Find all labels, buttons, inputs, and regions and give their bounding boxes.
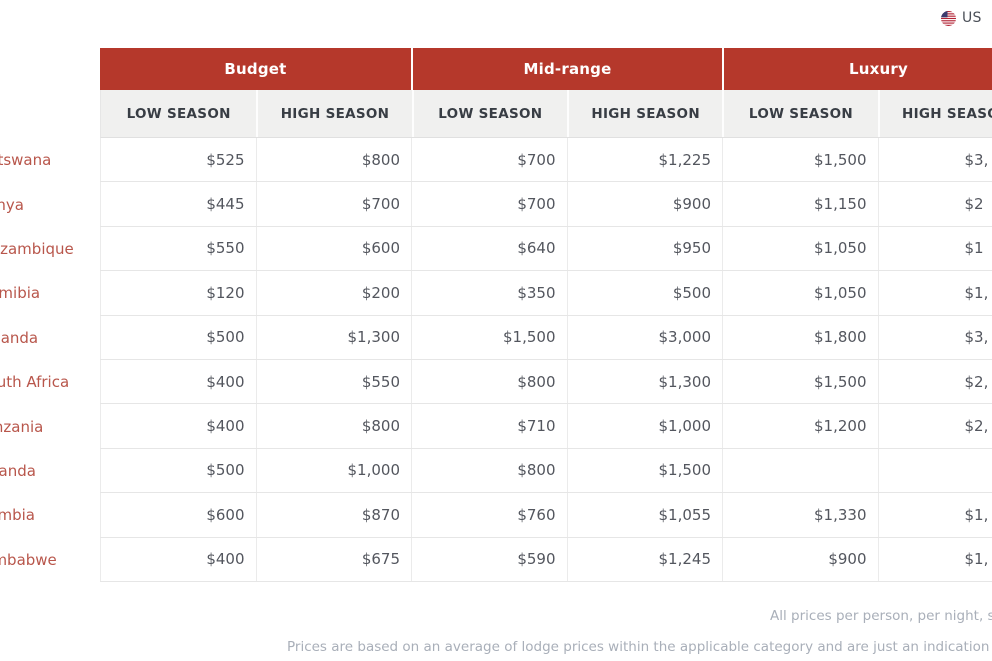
us-flag-icon (941, 10, 956, 26)
price-cell-empty (877, 448, 992, 493)
category-header-mid-range: Mid-range (411, 48, 722, 90)
price-cell: $900 (722, 537, 878, 581)
season-header-mid-high: HIGH SEASON (566, 90, 722, 137)
price-cell: $710 (411, 404, 567, 448)
season-header-lux-high: HIGH SEASON (877, 90, 992, 137)
season-header-row: LOW SEASON HIGH SEASON LOW SEASON HIGH S… (100, 90, 992, 138)
price-cell-clipped: $1, (877, 271, 992, 315)
country-link-tanzania[interactable]: Tanzania (0, 417, 44, 436)
season-header-budget-high: HIGH SEASON (256, 90, 411, 137)
country-link-kenya[interactable]: Kenya (0, 195, 24, 214)
price-cell: $400 (100, 404, 256, 448)
season-header-budget-low: LOW SEASON (126, 105, 231, 122)
footnote-price-disclaimer: Prices are based on an average of lodge … (287, 639, 992, 655)
price-cell: $1,300 (255, 315, 412, 359)
price-cell: $600 (100, 493, 256, 537)
country-link-uganda[interactable]: Uganda (0, 461, 36, 480)
price-cell: $1,050 (722, 226, 878, 271)
price-cell: $1,330 (722, 493, 878, 537)
price-cell-clipped: $2, (877, 404, 992, 448)
table-row-tanzania: $400 $800 $710 $1,000 $1,200 $2, (100, 404, 992, 449)
price-cell-clipped: $1, (877, 493, 992, 537)
country-link-south-africa[interactable]: South Africa (0, 373, 70, 392)
price-cell: $1,500 (722, 359, 878, 404)
category-header-luxury: Luxury (722, 48, 992, 90)
price-cell: $3,000 (566, 315, 723, 359)
price-cell: $800 (411, 448, 567, 493)
table-row-namibia: $120 $200 $350 $500 $1,050 $1, (100, 271, 992, 316)
price-cell: $870 (255, 493, 412, 537)
country-link-namibia[interactable]: Namibia (0, 284, 41, 303)
price-cell: $1,055 (566, 493, 723, 537)
price-cell: $500 (566, 271, 723, 315)
price-cell: $675 (255, 537, 412, 581)
table-row-mozambique: $550 $600 $640 $950 $1,050 $1 (100, 226, 992, 272)
price-cell: $800 (255, 404, 412, 448)
country-labels-column: Botswana Kenya Mozambique Namibia Rwanda… (0, 138, 74, 582)
currency-selector[interactable]: US (941, 10, 982, 26)
country-link-rwanda[interactable]: Rwanda (0, 328, 39, 347)
price-cell: $550 (100, 226, 256, 271)
price-cell: $590 (411, 537, 567, 581)
country-link-mozambique[interactable]: Mozambique (0, 239, 74, 258)
price-comparison-table: Budget Mid-range Luxury LOW SEASON HIGH … (100, 48, 992, 582)
price-cell: $120 (100, 271, 256, 315)
price-cell: $500 (100, 315, 256, 359)
price-cell: $200 (255, 271, 412, 315)
category-header-row: Budget Mid-range Luxury (100, 48, 992, 90)
price-cell-clipped: $3, (877, 138, 992, 182)
price-cell: $640 (411, 226, 567, 271)
price-cell: $550 (255, 359, 412, 404)
country-link-zambia[interactable]: Zambia (0, 506, 35, 525)
price-cell: $350 (411, 271, 567, 315)
price-cell: $445 (100, 182, 256, 226)
table-row-kenya: $445 $700 $700 $900 $1,150 $2 (100, 182, 992, 227)
price-cell-clipped: $1, (877, 537, 992, 581)
table-row-rwanda: $500 $1,300 $1,500 $3,000 $1,800 $3, (100, 315, 992, 360)
table-row-zambia: $600 $870 $760 $1,055 $1,330 $1, (100, 493, 992, 538)
price-cell: $950 (566, 226, 723, 271)
table-row-zimbabwe: $400 $675 $590 $1,245 $900 $1, (100, 537, 992, 582)
price-cell: $700 (255, 182, 412, 226)
price-cell: $1,225 (566, 138, 723, 182)
category-header-budget: Budget (100, 48, 411, 90)
country-link-zimbabwe[interactable]: Zimbabwe (0, 550, 57, 569)
price-cell: $1,000 (255, 448, 412, 493)
price-cell: $1,200 (722, 404, 878, 448)
price-cell: $400 (100, 537, 256, 581)
price-cell: $1,150 (722, 182, 878, 226)
price-cell: $1,245 (566, 537, 723, 581)
table-row-south-africa: $400 $550 $800 $1,300 $1,500 $2, (100, 359, 992, 405)
price-cell-empty (722, 448, 878, 493)
price-cell: $760 (411, 493, 567, 537)
price-cell: $500 (100, 448, 256, 493)
table-row-botswana: $525 $800 $700 $1,225 $1,500 $3, (100, 138, 992, 183)
price-cell-clipped: $2, (877, 359, 992, 404)
currency-code: US (962, 10, 982, 26)
price-cell: $1,500 (566, 448, 723, 493)
price-cell-clipped: $2 (877, 182, 992, 226)
price-cell: $1,050 (722, 271, 878, 315)
table-row-uganda: $500 $1,000 $800 $1,500 (100, 448, 992, 494)
price-cell: $400 (100, 359, 256, 404)
country-link-botswana[interactable]: Botswana (0, 151, 52, 170)
price-cell: $525 (100, 138, 256, 182)
price-cell: $600 (255, 226, 412, 271)
price-cell: $800 (255, 138, 412, 182)
footnote-per-person: All prices per person, per night, sh (770, 608, 992, 624)
price-cell: $700 (411, 182, 567, 226)
price-cell-clipped: $1 (877, 226, 992, 271)
price-cell: $1,500 (411, 315, 567, 359)
season-header-mid-low: LOW SEASON (411, 90, 567, 137)
price-cell: $800 (411, 359, 567, 404)
season-header-lux-low: LOW SEASON (722, 90, 877, 137)
price-cell: $700 (411, 138, 567, 182)
price-cell: $900 (566, 182, 723, 226)
price-cell: $1,500 (722, 138, 878, 182)
price-cell: $1,000 (566, 404, 723, 448)
price-cell: $1,300 (566, 359, 723, 404)
price-cell: $1,800 (722, 315, 878, 359)
price-cell-clipped: $3, (877, 315, 992, 359)
